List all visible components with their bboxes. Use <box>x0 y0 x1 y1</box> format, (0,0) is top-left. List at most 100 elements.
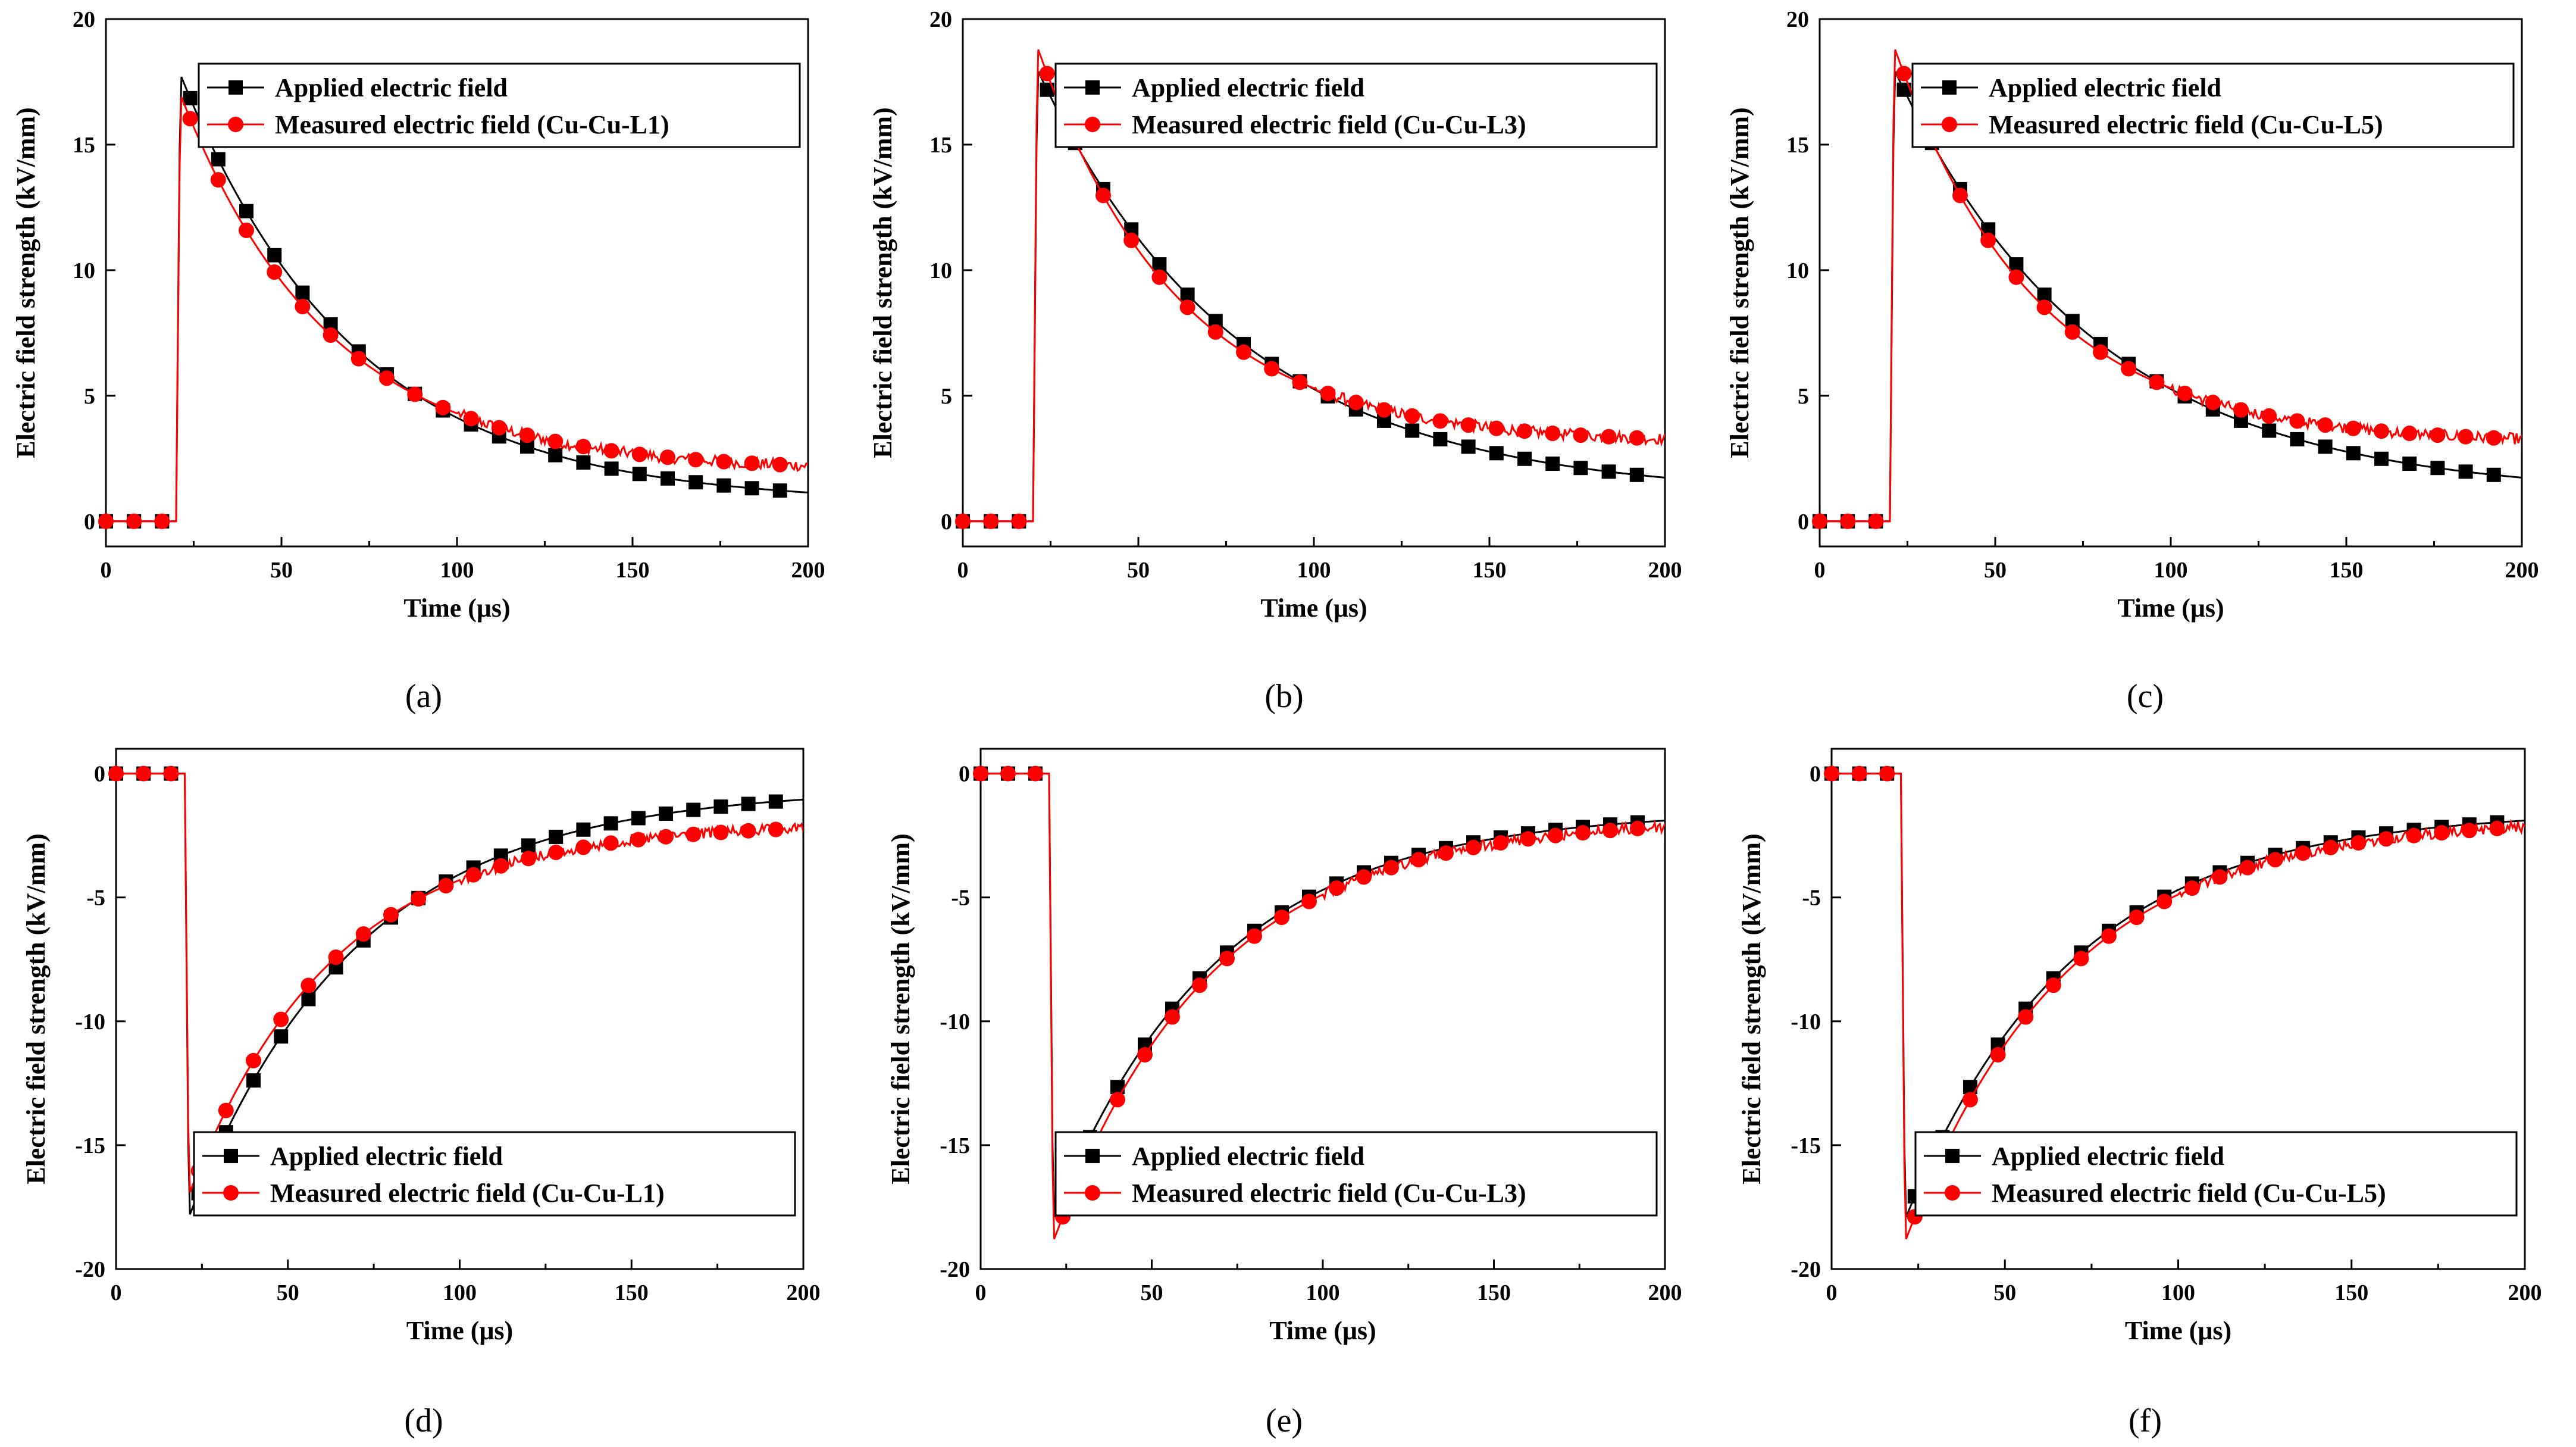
y-tick-label: -10 <box>75 1010 105 1035</box>
legend: Applied electric field Measured electric … <box>1054 62 1658 148</box>
applied-marker <box>2318 439 2333 454</box>
measured-marker <box>1151 269 1168 285</box>
measured-marker <box>1879 765 1895 782</box>
x-tick-label: 100 <box>443 1280 477 1305</box>
legend-label: Applied electric field <box>270 1142 503 1171</box>
measured-marker <box>411 891 427 907</box>
x-tick-label: 50 <box>270 558 293 583</box>
measured-marker <box>267 264 283 280</box>
measured-marker <box>2430 427 2446 443</box>
y-tick-label: 15 <box>1786 133 1809 158</box>
y-tick-label: 15 <box>73 133 95 158</box>
measured-marker <box>1493 835 1508 851</box>
measured-marker <box>744 455 760 471</box>
measured-marker <box>218 1102 234 1118</box>
x-tick-label: 200 <box>2505 558 2539 583</box>
applied-marker <box>632 467 647 482</box>
measured-marker <box>2461 823 2477 839</box>
chart-panel-a: 0 50 100 150 200 0 5 10 15 20 Time (μs) Electric fi… <box>11 7 825 715</box>
applied-marker <box>772 483 787 498</box>
measured-marker <box>2295 845 2311 861</box>
measured-marker <box>295 299 311 315</box>
y-tick-label: 20 <box>929 7 952 32</box>
x-tick-label: 150 <box>2330 558 2364 583</box>
measured-marker <box>1488 420 1504 436</box>
applied-marker <box>686 802 701 817</box>
measured-marker <box>1028 765 1043 782</box>
measured-marker <box>1137 1046 1153 1062</box>
y-tick-label: -5 <box>951 886 970 911</box>
applied-marker <box>716 478 731 493</box>
measured-marker <box>1247 928 1262 944</box>
y-tick-label: 20 <box>1786 7 1809 32</box>
measured-marker <box>1962 1092 1978 1108</box>
x-tick-label: 0 <box>101 558 112 583</box>
applied-marker <box>744 481 759 496</box>
y-axis-title: Electric field strength (kV/mm) <box>886 833 915 1184</box>
x-axis-title: Time (μs) <box>1260 593 1367 623</box>
measured-marker <box>1460 417 1476 433</box>
applied-marker <box>267 248 282 262</box>
measured-marker <box>465 867 481 883</box>
measured-marker <box>768 821 784 837</box>
chart-panel-c: 0 50 100 150 200 0 5 10 15 20 Time (μs) Electric fi… <box>1725 7 2539 715</box>
applied-marker <box>631 811 646 826</box>
measured-marker <box>2406 827 2422 843</box>
measured-marker <box>630 832 646 848</box>
panel-label: (b) <box>1264 678 1303 715</box>
panel-label: (e) <box>1266 1402 1303 1439</box>
applied-marker <box>2486 467 2501 482</box>
y-tick-label: -15 <box>1791 1133 1821 1158</box>
measured-marker <box>603 443 619 459</box>
applied-marker <box>2346 446 2361 461</box>
measured-marker <box>1520 831 1536 847</box>
panel-label: (c) <box>2127 678 2164 715</box>
y-tick-label: -10 <box>940 1010 970 1035</box>
measured-marker <box>519 427 535 443</box>
applied-marker <box>1152 257 1167 272</box>
legend-box <box>1914 1131 2518 1217</box>
y-tick-label: 15 <box>929 133 952 158</box>
measured-marker <box>1466 839 1481 855</box>
applied-marker <box>576 822 591 837</box>
x-tick-label: 0 <box>1814 558 1826 583</box>
legend-label: Measured electric field (Cu-Cu-L1) <box>270 1179 665 1208</box>
measured-marker <box>1236 344 1251 360</box>
measured-marker <box>1376 402 1392 418</box>
measured-marker <box>575 839 591 855</box>
legend-circle-marker <box>228 117 243 132</box>
measured-marker <box>955 513 971 529</box>
measured-marker <box>2212 869 2228 885</box>
chart-panel-d: 0 50 100 150 200 -20 -15 -10 -5 0 Time (μs) Electri… <box>21 748 821 1439</box>
x-tick-label: 200 <box>791 558 825 583</box>
applied-marker <box>1629 467 1644 482</box>
applied-marker <box>603 816 618 831</box>
measured-marker <box>350 351 367 367</box>
measured-marker <box>688 452 704 468</box>
measured-marker <box>1384 860 1399 876</box>
applied-marker <box>274 1029 289 1044</box>
measured-marker <box>1011 513 1027 529</box>
measured-marker <box>1868 513 1884 529</box>
applied-marker <box>1573 461 1588 476</box>
x-tick-label: 100 <box>2154 558 2188 583</box>
measured-marker <box>98 513 114 529</box>
legend-square-marker <box>1085 80 1100 95</box>
x-tick-label: 150 <box>2334 1280 2368 1305</box>
x-tick-label: 50 <box>1984 558 2007 583</box>
measured-marker <box>2129 910 2145 926</box>
applied-marker <box>1545 457 1560 471</box>
measured-marker <box>2350 835 2367 851</box>
measured-marker <box>2261 408 2277 424</box>
x-tick-label: 200 <box>1648 558 1682 583</box>
measured-marker <box>1432 413 1448 429</box>
measured-marker <box>301 977 317 993</box>
legend-label: Applied electric field <box>1132 1142 1364 1171</box>
measured-marker <box>1601 429 1617 445</box>
y-tick-label: -20 <box>75 1257 105 1282</box>
applied-marker <box>2374 451 2389 466</box>
legend-label: Applied electric field <box>1992 1142 2224 1171</box>
applied-marker <box>2290 432 2305 446</box>
measured-marker <box>2345 420 2361 436</box>
measured-marker <box>210 172 226 188</box>
